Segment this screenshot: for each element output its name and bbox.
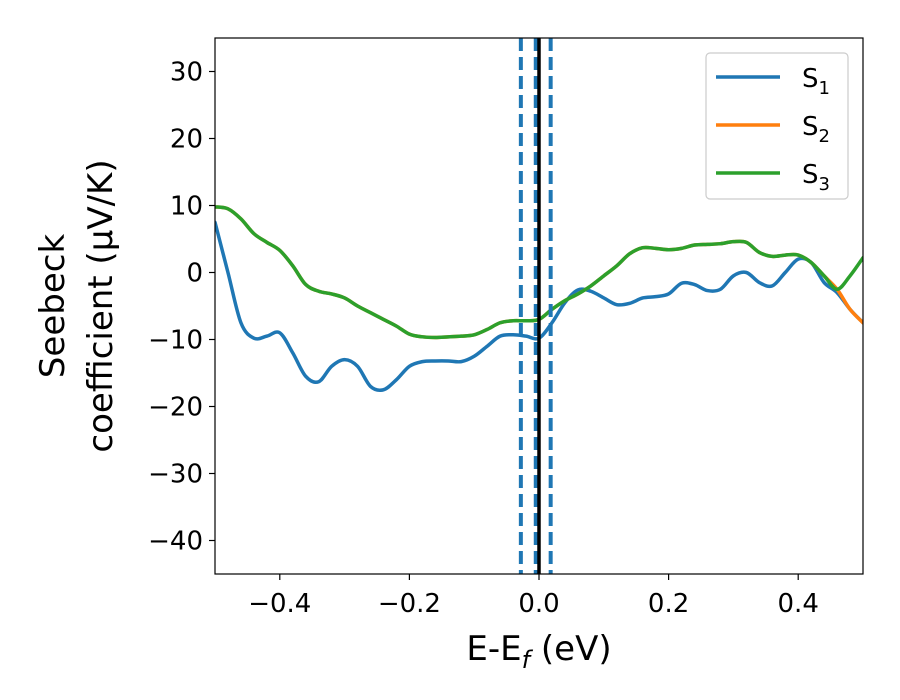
y-axis-title: Seebeck coefficient (μV/K) [33,159,121,452]
y-axis: −40 −30 −20 −10 0 10 20 30 [148,58,215,557]
x-tick-label: −0.4 [248,589,311,619]
y-tick-label: 0 [186,259,203,289]
y-tick-label: −40 [148,527,203,557]
x-tick-label: 0.0 [518,589,559,619]
x-tick-label: −0.2 [378,589,441,619]
y-axis-title-line1: Seebeck [33,234,73,379]
y-tick-label: −20 [148,393,203,423]
legend-label-s1: S1 [802,64,830,99]
legend: S1 S2 S3 [705,52,849,200]
x-tick-label: 0.4 [778,589,819,619]
y-tick-label: −30 [148,460,203,490]
x-axis: −0.4 −0.2 0.0 0.2 0.4 [248,574,819,619]
y-axis-title-line2: coefficient (μV/K) [81,159,121,452]
legend-label-s3: S3 [802,160,830,195]
y-tick-label: −10 [148,326,203,356]
reference-lines [518,38,553,574]
y-tick-label: 30 [170,58,203,88]
y-tick-label: 10 [170,192,203,222]
x-axis-title: E-Ef (eV) [466,629,611,674]
x-tick-label: 0.2 [648,589,689,619]
legend-label-s2: S2 [802,112,830,147]
y-tick-label: 20 [170,125,203,155]
